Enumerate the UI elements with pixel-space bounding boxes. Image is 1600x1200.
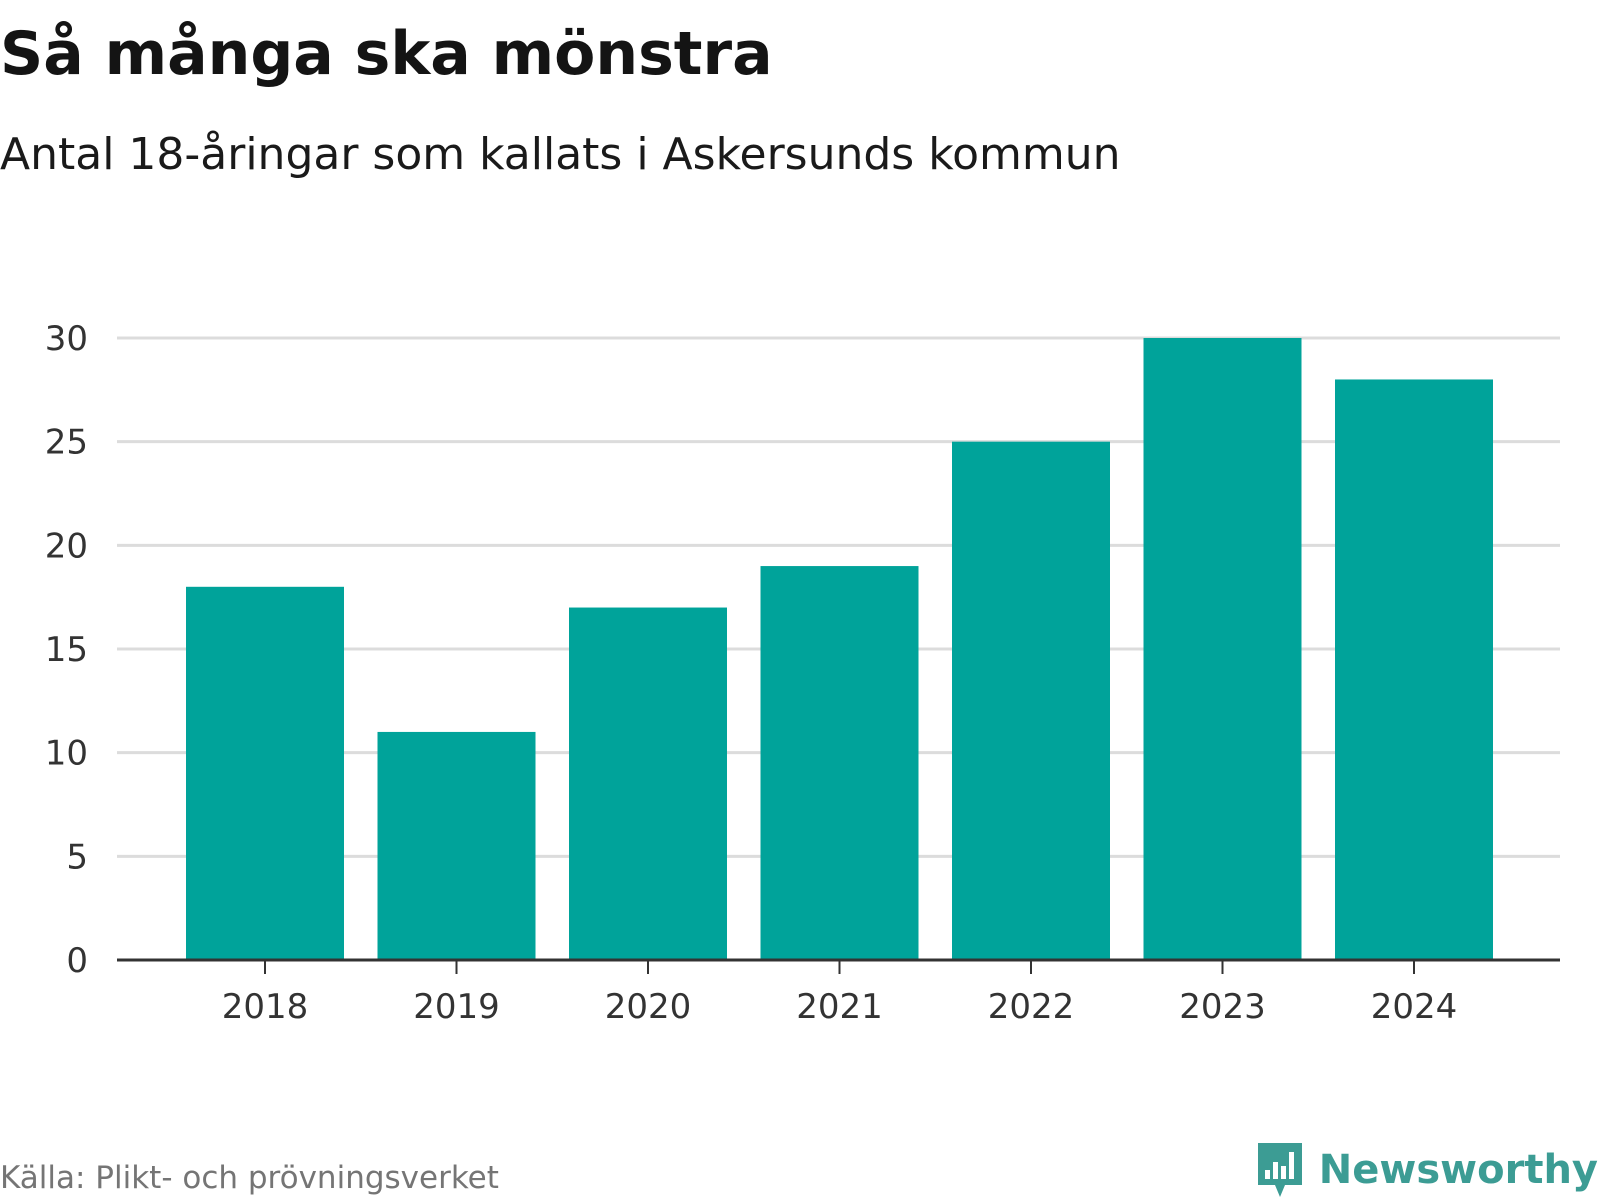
tick-labels: 0 5 10 15 20 25 30 2018 2019 2020 2021 2022 2023 2024: [45, 319, 1458, 1027]
bar-chart-speech-bubble-icon: [1257, 1143, 1302, 1197]
x-tick-label-2020: 2020: [605, 987, 692, 1027]
axes: [117, 958, 1560, 974]
brand-logo[interactable]: Newsworthy: [1255, 1140, 1598, 1200]
bar-2020[interactable]: [569, 607, 727, 960]
x-tick-label-2024: 2024: [1371, 987, 1458, 1027]
bar-2018[interactable]: [186, 586, 344, 960]
y-tick-label-30: 30: [45, 319, 88, 359]
bar-2024[interactable]: [1335, 379, 1493, 960]
bar-2019[interactable]: [377, 731, 536, 960]
y-tick-label-15: 15: [45, 630, 88, 670]
y-tick-label-0: 0: [66, 941, 88, 981]
x-tick-label-2019: 2019: [413, 987, 500, 1027]
bar-2022[interactable]: [952, 441, 1110, 961]
x-tick-label-2021: 2021: [796, 987, 883, 1027]
y-tick-label-25: 25: [45, 423, 88, 463]
bar-2021[interactable]: [760, 566, 919, 960]
bars: [186, 338, 1493, 961]
y-tick-label-20: 20: [45, 526, 88, 566]
source-note: Källa: Plikt- och prövningsverket: [0, 1160, 499, 1196]
bar-chart: 0 5 10 15 20 25 30 2018 2019 2020 2021 2022 2023 2024: [45, 319, 1560, 1027]
x-tick-label-2018: 2018: [222, 987, 309, 1027]
x-tick-label-2022: 2022: [988, 987, 1075, 1027]
chart-subtitle: Antal 18-åringar som kallats i Askersund…: [0, 129, 1121, 180]
y-tick-label-10: 10: [45, 734, 88, 774]
brand-name: Newsworthy: [1318, 1147, 1598, 1193]
y-tick-label-5: 5: [66, 837, 88, 877]
chart-title: Så många ska mönstra: [0, 19, 773, 89]
bar-2023[interactable]: [1143, 338, 1302, 960]
x-tick-label-2023: 2023: [1179, 987, 1266, 1027]
